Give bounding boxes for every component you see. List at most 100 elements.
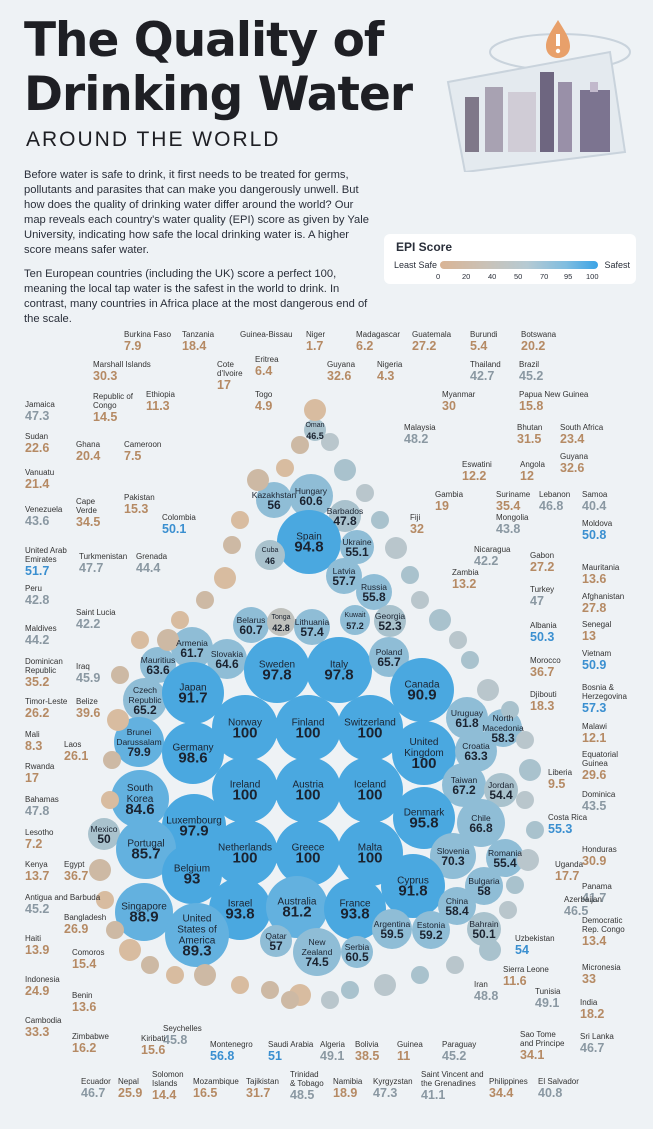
bubble-label: Serbia 60.5 [345, 942, 370, 963]
bubble-country: Ukraine [342, 537, 372, 547]
bubble-label: Qatar 57 [265, 931, 286, 952]
bubble-label: United States of America 89.3 [177, 914, 216, 959]
country-value: 56.8 [210, 1049, 235, 1063]
outer-dot [231, 511, 249, 529]
bubble-japan [162, 662, 224, 724]
country-label: Democratic Rep. Congo [582, 916, 625, 934]
country-value: 30 [442, 399, 456, 413]
bubble-label: China 58.4 [445, 896, 469, 917]
bubble-value: 47.8 [333, 514, 357, 528]
bubble-country: Latvia [332, 566, 356, 576]
country-label: Uzbekistan [515, 934, 555, 943]
country-value: 11 [397, 1049, 411, 1063]
bubble-switzerland [337, 695, 403, 761]
bubble-kazakhstan [256, 482, 292, 518]
bubble-value: 93 [183, 870, 201, 888]
country-label: Liberia [548, 768, 573, 777]
bubble-value: 84.6 [125, 801, 155, 818]
bubble-label: Netherlands 100 [218, 842, 272, 866]
country-label: Senegal [582, 620, 612, 629]
bubble-cuba [255, 540, 285, 570]
country-value: 49.1 [320, 1049, 345, 1063]
bubble-value: 65.2 [133, 703, 157, 717]
country-label: Mauritania [582, 563, 620, 572]
bubble-country: Belgium [173, 863, 211, 875]
country-label: Albania [530, 621, 557, 630]
bubble-value: 59.2 [419, 928, 443, 942]
bubble-canada [390, 658, 454, 722]
country-value: 11.6 [503, 974, 527, 988]
outer-dot [247, 469, 269, 491]
bubble-singapore [115, 883, 173, 941]
bubble-country: Netherlands [218, 842, 272, 854]
bubble-value: 81.2 [282, 903, 312, 921]
bubble-value: 74.5 [305, 955, 329, 969]
bubble-value: 100 [357, 786, 383, 804]
bubble-value: 42.8 [272, 623, 290, 633]
bubble-country: Bahrain [469, 919, 499, 929]
bubble-country: Lithuania [294, 617, 330, 627]
country-value: 40.8 [538, 1086, 563, 1100]
country-value: 51 [268, 1049, 282, 1063]
country-value: 34.1 [520, 1048, 545, 1062]
bubble-value: 100 [295, 849, 321, 867]
outer-dot [516, 791, 534, 809]
bubble-country: China [445, 896, 469, 906]
country-label: Jamaica [25, 400, 55, 409]
bubble-value: 63.3 [464, 749, 488, 763]
country-value: 47.8 [25, 804, 50, 818]
bubble-label: Spain 94.8 [294, 532, 323, 555]
country-label: Eritrea [255, 355, 279, 364]
country-label: Rwanda [25, 762, 55, 771]
country-label: Saint Vincent and the Grenadines [421, 1070, 484, 1088]
outer-dot [334, 459, 356, 481]
bubble-value: 100 [357, 724, 383, 742]
country-label: Micronesia [582, 963, 621, 972]
outer-dot [506, 876, 524, 894]
outer-dot [101, 791, 119, 809]
bubble-country: Singapore [121, 901, 167, 913]
country-value: 12.2 [462, 469, 487, 483]
country-label: Dominica [582, 790, 616, 799]
country-label: Mongolia [496, 513, 529, 522]
country-value: 27.2 [412, 339, 437, 353]
outer-dot [223, 536, 241, 554]
country-label: Cape Verde [76, 497, 97, 515]
intro-paragraph-2: Ten European countries (including the UK… [24, 268, 368, 325]
bubble-kuwait [340, 605, 370, 635]
outer-dot [304, 399, 326, 421]
bubble-label: Switzerland 100 [344, 718, 396, 742]
outer-dot [281, 991, 299, 1009]
outer-dot [276, 459, 294, 477]
outer-dot [119, 939, 141, 961]
country-value: 27.2 [530, 560, 555, 574]
outer-dot [411, 966, 429, 984]
country-label: Sudan [25, 432, 49, 441]
bubble-argentina [372, 909, 412, 949]
country-value: 47.3 [373, 1086, 398, 1100]
bubble-country: Barbados [326, 506, 364, 516]
country-label: Saudi Arabia [268, 1040, 314, 1049]
country-value: 50.9 [582, 658, 607, 672]
legend: EPI Score Least Safe Safest 0 20 40 50 7… [384, 234, 636, 284]
bubble-latvia [326, 558, 362, 594]
country-label: Saint Lucia [76, 608, 116, 617]
country-label: Panama [582, 882, 612, 891]
country-value: 6.2 [356, 339, 374, 353]
bubble-label: Ireland 100 [230, 780, 261, 803]
country-label: Maldives [25, 624, 57, 633]
bubble-georgia [374, 605, 406, 637]
bubble-united-states-of-america [165, 903, 229, 967]
outer-dot [261, 981, 279, 999]
bubble-country: Slovenia [436, 846, 470, 856]
outer-dot [131, 631, 149, 649]
bubble-value: 59.5 [380, 927, 404, 941]
country-label: Zimbabwe [72, 1032, 109, 1041]
bubble-country: Malta [357, 842, 383, 854]
country-value: 12 [520, 469, 534, 483]
country-label: Madagascar [356, 330, 401, 339]
outer-dot [231, 976, 249, 994]
bubble-label: Austria 100 [292, 780, 323, 803]
bubble-value: 57.4 [300, 625, 324, 639]
